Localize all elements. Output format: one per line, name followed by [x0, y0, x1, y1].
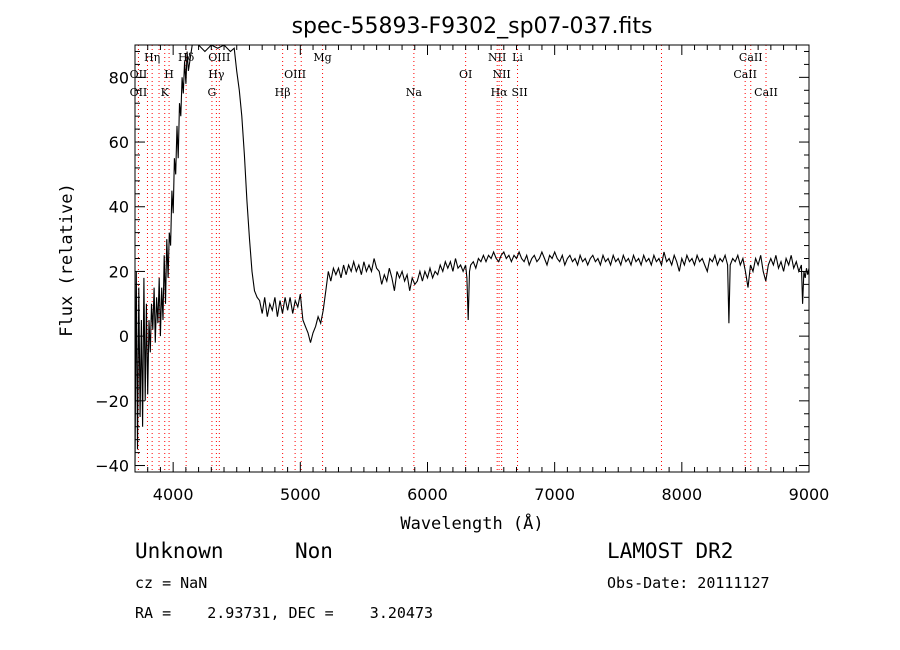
marker-label-6: OIII: [208, 51, 230, 64]
spectral-line-markers: [137, 45, 767, 472]
marker-label-7: Hγ: [208, 68, 225, 81]
marker-label-18: SII: [511, 86, 527, 99]
x-tick-label: 6000: [407, 485, 448, 504]
marker-label-19: CaII: [739, 51, 763, 64]
marker-label-17: Li: [512, 51, 523, 64]
marker-label-21: CaII: [754, 86, 778, 99]
marker-label-10: OIII: [284, 68, 306, 81]
marker-label-1: OII: [130, 86, 148, 99]
plot-frame: [134, 44, 810, 473]
spectrum-series-line: [134, 44, 810, 466]
x-tick-label: 9000: [789, 485, 830, 504]
marker-label-2: Hη: [144, 51, 160, 64]
y-tick-label: 20: [109, 262, 129, 281]
marker-label-9: Hβ: [275, 86, 291, 99]
marker-label-4: K: [161, 86, 170, 99]
marker-label-11: Mg: [313, 51, 331, 64]
survey-label: LAMOST DR2: [607, 539, 734, 563]
marker-label-16: Hα: [491, 86, 509, 99]
y-tick-label: 80: [109, 68, 129, 87]
marker-label-13: OI: [459, 68, 472, 81]
x-tick-label: 5000: [280, 485, 321, 504]
redshift-label: cz = NaN: [135, 574, 208, 592]
marker-label-12: Na: [406, 86, 423, 99]
y-tick-label: −40: [95, 457, 129, 476]
coordinates-label: RA = 2.93731, DEC = 3.20473: [135, 604, 434, 622]
classification-label: Unknown: [135, 539, 224, 563]
subclass-label: Non: [295, 539, 333, 563]
y-tick-label: −20: [95, 392, 129, 411]
y-axis-title: Flux (relative): [57, 183, 77, 337]
marker-label-14: NII: [488, 51, 506, 64]
x-tick-label: 4000: [153, 485, 194, 504]
y-tick-label: 0: [119, 327, 129, 346]
x-tick-label: 7000: [534, 485, 575, 504]
y-tick-label: 60: [109, 133, 129, 152]
marker-label-20: CaII: [733, 68, 757, 81]
x-axis-title: Wavelength (Å): [400, 512, 543, 534]
y-axis-ticks: −40 −20 0 20 40 60 80: [95, 50, 809, 476]
y-tick-label: 40: [109, 198, 129, 217]
marker-label-3: H: [164, 68, 174, 81]
obs-date-label: Obs-Date: 20111127: [607, 574, 770, 592]
marker-label-8: G: [208, 86, 217, 99]
marker-label-0: OII: [130, 68, 148, 81]
x-tick-label: 8000: [661, 485, 702, 504]
chart-title: spec-55893-F9302_sp07-037.fits: [292, 14, 653, 39]
marker-label-15: NII: [492, 68, 510, 81]
x-axis-ticks: 4000 5000 6000 7000 8000 9000: [147, 45, 830, 504]
